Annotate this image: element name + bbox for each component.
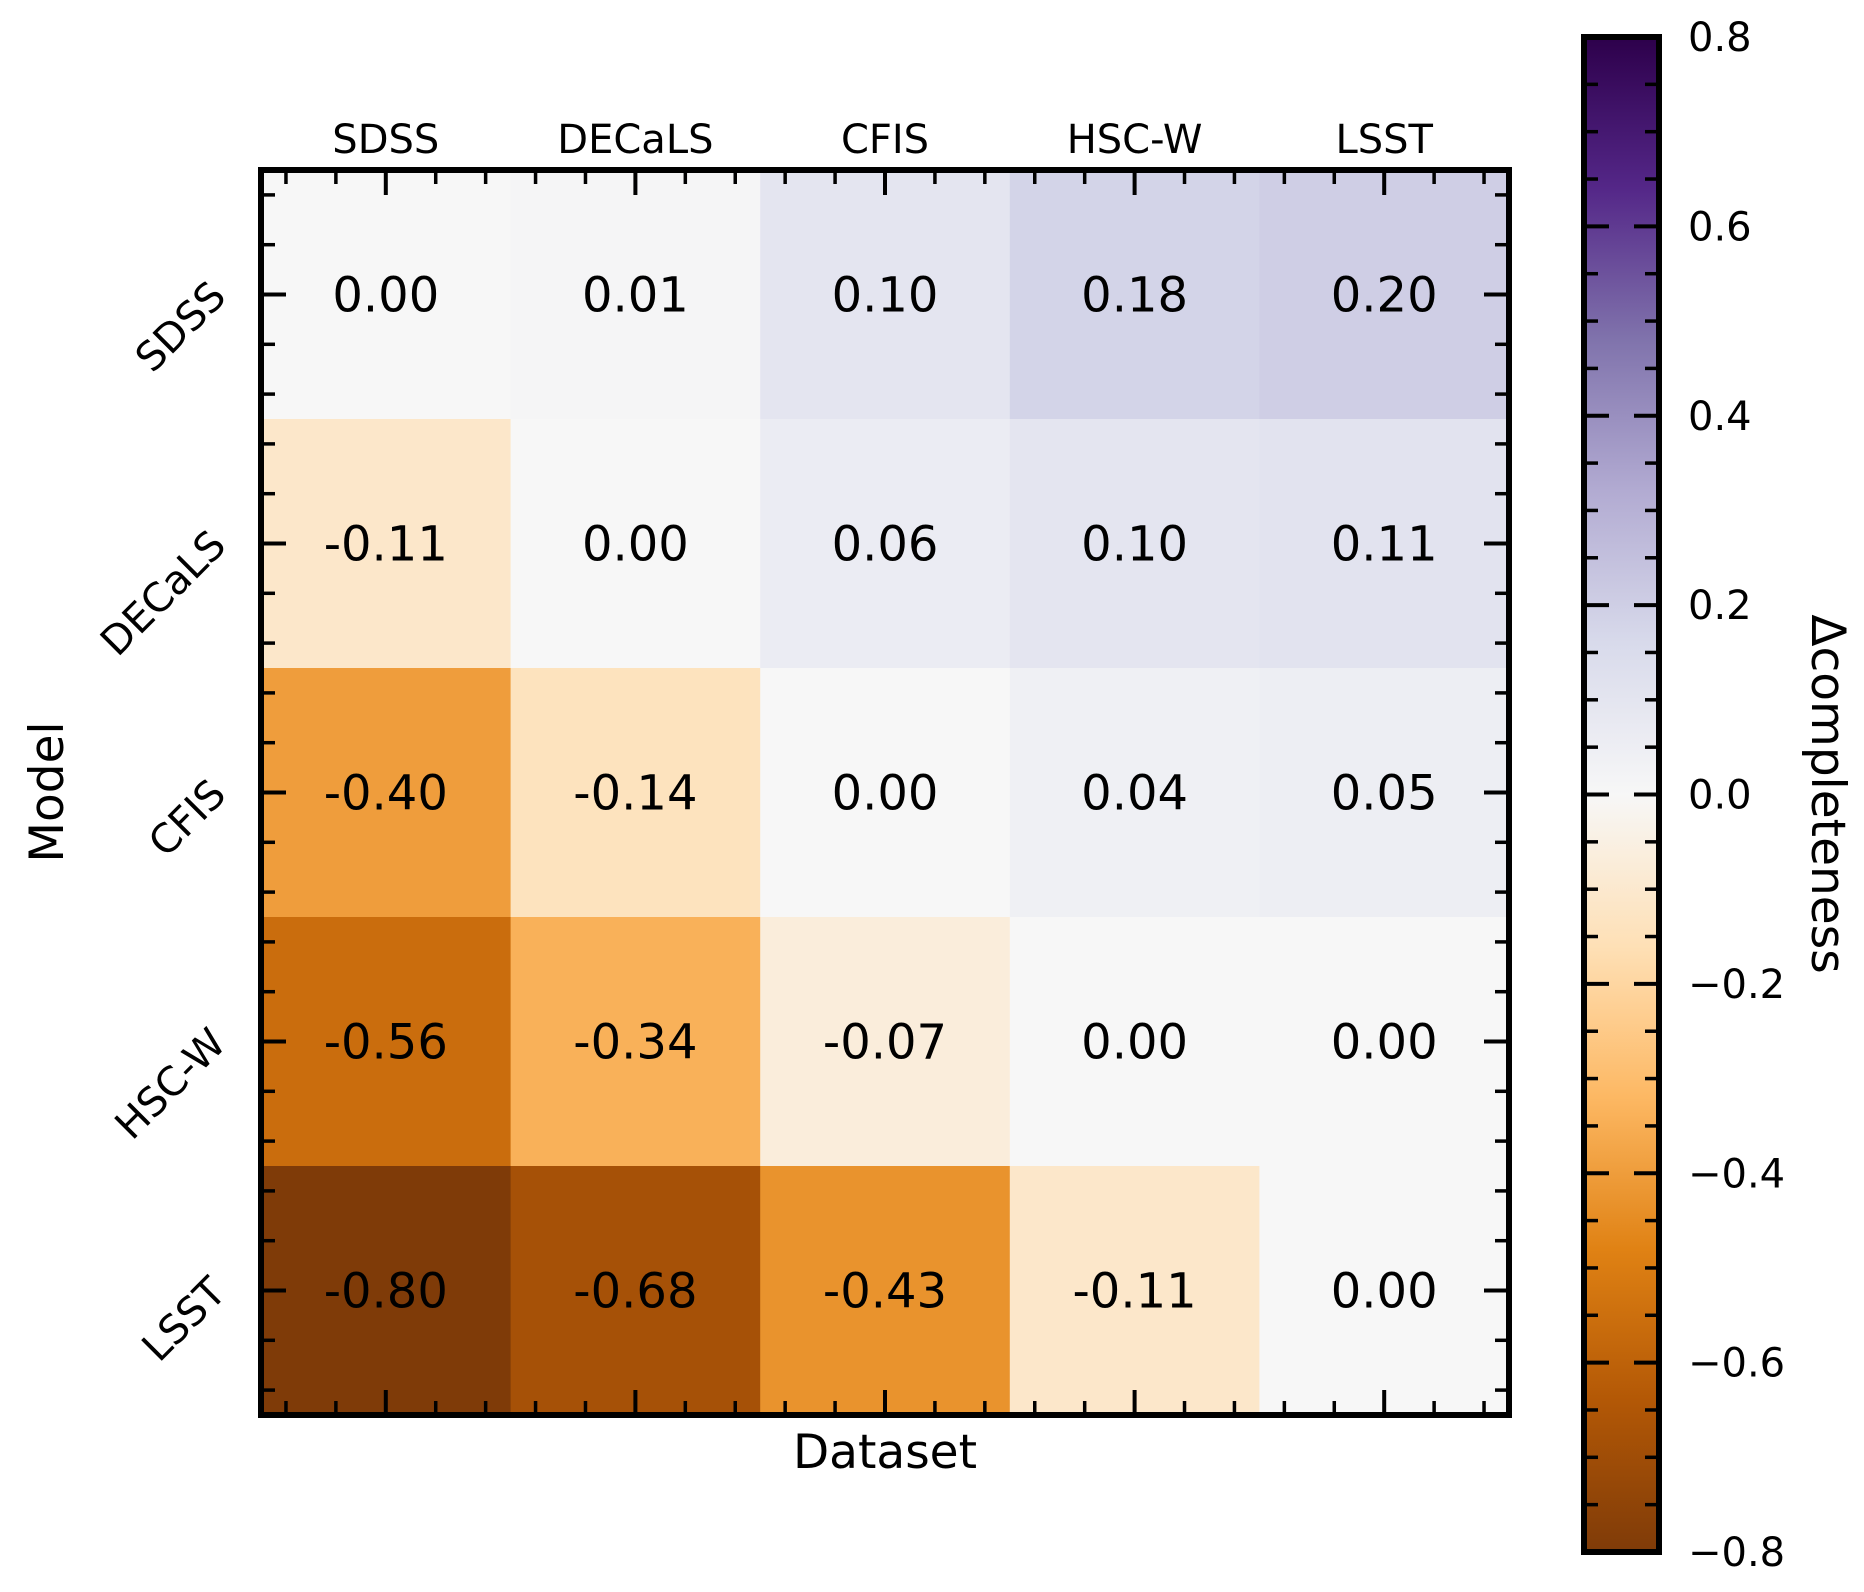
- cell-value-label: -0.34: [573, 1015, 697, 1071]
- y-tick-label: HSC-W: [107, 1020, 236, 1149]
- heatmap-cell: [510, 170, 761, 420]
- cell-value-label: -0.68: [573, 1264, 697, 1320]
- heatmap-cell: [261, 917, 512, 1167]
- cell-value-label: 0.00: [832, 766, 939, 822]
- colorbar-tick-labels: 0.8 0.6 0.4 0.2 0.0 −0.2 −0.4 −0.6 −0.8: [1688, 15, 1785, 1576]
- heatmap-cell: [1259, 419, 1510, 669]
- cell-value-label: 0.20: [1331, 268, 1438, 324]
- colorbar-tick-label: 0.2: [1688, 583, 1752, 629]
- cell-value-label: -0.11: [1072, 1264, 1196, 1320]
- x-tick-label: SDSS: [332, 117, 439, 163]
- y-tick-label: CFIS: [140, 771, 235, 866]
- plot-ticks: [261, 170, 1509, 1415]
- heatmap-cell: [1009, 668, 1260, 918]
- colorbar-tick-label: 0.4: [1688, 394, 1752, 440]
- colorbar-tick-label: 0.6: [1688, 204, 1752, 250]
- colorbar-frame: [1581, 34, 1662, 1555]
- cell-value-label: 0.10: [1081, 517, 1188, 573]
- cell-value-label: 0.10: [832, 268, 939, 324]
- cell-value-label: 0.00: [1081, 1015, 1188, 1071]
- y-tick-label: LSST: [134, 1269, 236, 1371]
- heatmap-cell: [510, 419, 761, 669]
- x-tick-label: HSC-W: [1067, 117, 1203, 163]
- cell-value-label: 0.00: [332, 268, 439, 324]
- y-tick-label: SDSS: [127, 273, 235, 381]
- heatmap-cell: [1009, 917, 1260, 1167]
- cell-value-label: -0.56: [324, 1015, 448, 1071]
- heatmap-cell: [760, 170, 1011, 420]
- plot-frame: [258, 167, 1512, 1418]
- cell-value-label: 0.06: [832, 517, 939, 573]
- cell-value-label: 0.00: [1331, 1015, 1438, 1071]
- heatmap-cell: [510, 917, 761, 1167]
- y-axis-label: Model: [20, 721, 75, 862]
- x-tick-label: CFIS: [841, 117, 929, 163]
- cell-value-label: 0.05: [1331, 766, 1438, 822]
- heatmap-cell: [1259, 668, 1510, 918]
- colorbar-label: Δcompleteness: [1800, 614, 1855, 973]
- heatmap-cell: [1259, 1166, 1510, 1416]
- heatmap-cell: [261, 419, 512, 669]
- colorbar-tick-label: 0.8: [1688, 15, 1752, 61]
- heatmap-cell: [510, 1166, 761, 1416]
- y-tick-label: DECaLS: [92, 522, 235, 665]
- heatmap-cell: [1009, 170, 1260, 420]
- colorbar-tick-label: −0.2: [1688, 962, 1785, 1008]
- heatmap-cells: [261, 170, 1510, 1416]
- x-tick-label: LSST: [1335, 117, 1433, 163]
- cell-value-label: 0.01: [582, 268, 689, 324]
- heatmap-cell: [261, 668, 512, 918]
- cell-value-label: 0.00: [1331, 1264, 1438, 1320]
- colorbar-tick-label: −0.6: [1688, 1341, 1785, 1387]
- colorbar-tick-label: 0.0: [1688, 773, 1752, 819]
- cell-value-label: 0.18: [1081, 268, 1188, 324]
- cell-value-label: -0.40: [324, 766, 448, 822]
- heatmap-cell: [760, 917, 1011, 1167]
- heatmap-cell: [1009, 1166, 1260, 1416]
- cell-value-label: -0.07: [823, 1015, 947, 1071]
- cell-value-label: -0.11: [324, 517, 448, 573]
- heatmap-cell: [760, 1166, 1011, 1416]
- cell-value-label: 0.00: [582, 517, 689, 573]
- cell-value-label: -0.43: [823, 1264, 947, 1320]
- colorbar-tick-label: −0.4: [1688, 1151, 1785, 1197]
- colorbar-tick-label: −0.8: [1688, 1530, 1785, 1576]
- cell-value-label: 0.04: [1081, 766, 1188, 822]
- x-axis-label: Dataset: [793, 1425, 977, 1480]
- heatmap-cell: [510, 668, 761, 918]
- heatmap-cell: [1259, 170, 1510, 420]
- heatmap-cell: [261, 170, 512, 420]
- cell-value-labels: 0.00 0.01 0.10 0.18 0.20 -0.11 0.00 0.06 0.10 0.1…: [324, 268, 1438, 1320]
- heatmap-cell: [261, 1166, 512, 1416]
- x-tick-labels: SDSS DECaLS CFIS HSC-W LSST: [332, 117, 1433, 163]
- cell-value-label: 0.11: [1331, 517, 1438, 573]
- cell-value-label: -0.14: [573, 766, 697, 822]
- heatmap-cell: [760, 668, 1011, 918]
- heatmap-cell: [760, 419, 1011, 669]
- x-tick-label: DECaLS: [557, 117, 713, 163]
- heatmap-cell: [1259, 917, 1510, 1167]
- cell-value-label: -0.80: [324, 1264, 448, 1320]
- heatmap-cell: [1009, 419, 1260, 669]
- y-tick-labels: SDSS DECaLS CFIS HSC-W LSST: [92, 273, 235, 1370]
